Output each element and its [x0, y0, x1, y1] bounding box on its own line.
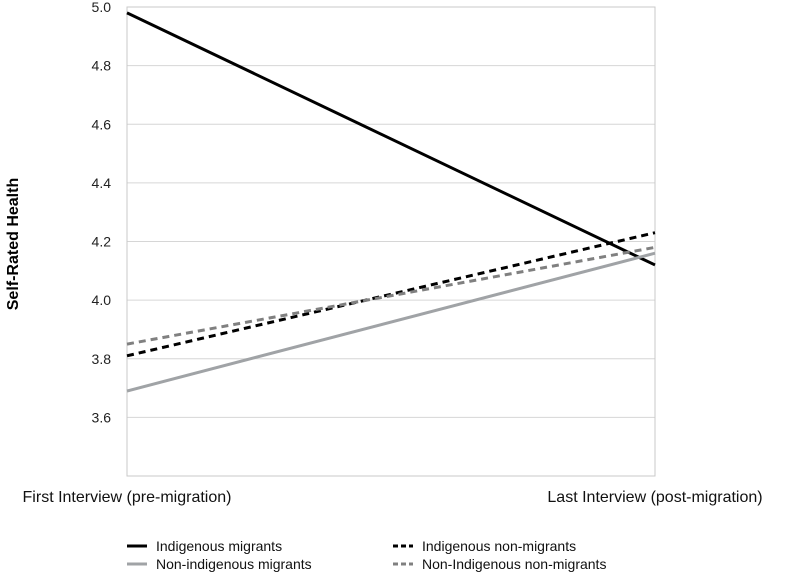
y-axis-label: Self-Rated Health: [5, 178, 22, 310]
x-axis-categories: First Interview (pre-migration) Last Inte…: [23, 489, 763, 506]
legend-item: Indigenous migrants: [127, 538, 282, 554]
y-tick-label: 4.4: [92, 175, 112, 191]
y-tick-label: 4.0: [92, 292, 112, 308]
series-line: [126, 245, 656, 346]
y-tick-label: 4.6: [92, 116, 112, 132]
series-line: [126, 251, 656, 393]
series-lines: [126, 11, 656, 393]
legend-label: Indigenous migrants: [156, 538, 282, 554]
y-axis-ticks: 3.6 3.8 4.0 4.2 4.4 4.6 4.8 5.0: [92, 0, 112, 425]
y-tick-label: 4.2: [92, 234, 112, 250]
y-tick-label: 4.8: [92, 58, 112, 74]
legend: Indigenous migrants Indigenous non-migran…: [127, 538, 606, 572]
gridlines: [127, 6, 655, 418]
y-tick-label: 5.0: [92, 0, 112, 15]
legend-item: Non-Indigenous non-migrants: [393, 556, 606, 572]
y-tick-label: 3.8: [92, 351, 112, 367]
x-category-label: Last Interview (post-migration): [547, 489, 762, 506]
legend-label: Non-indigenous migrants: [156, 556, 312, 572]
legend-item: Indigenous non-migrants: [393, 538, 576, 554]
plot-area-frame: [126, 6, 656, 477]
legend-label: Indigenous non-migrants: [422, 538, 576, 554]
series-line: [126, 231, 656, 358]
legend-item: Non-indigenous migrants: [127, 556, 312, 572]
x-category-label: First Interview (pre-migration): [23, 489, 232, 506]
y-tick-label: 3.6: [92, 409, 112, 425]
legend-label: Non-Indigenous non-migrants: [422, 556, 606, 572]
series-line: [126, 11, 656, 267]
